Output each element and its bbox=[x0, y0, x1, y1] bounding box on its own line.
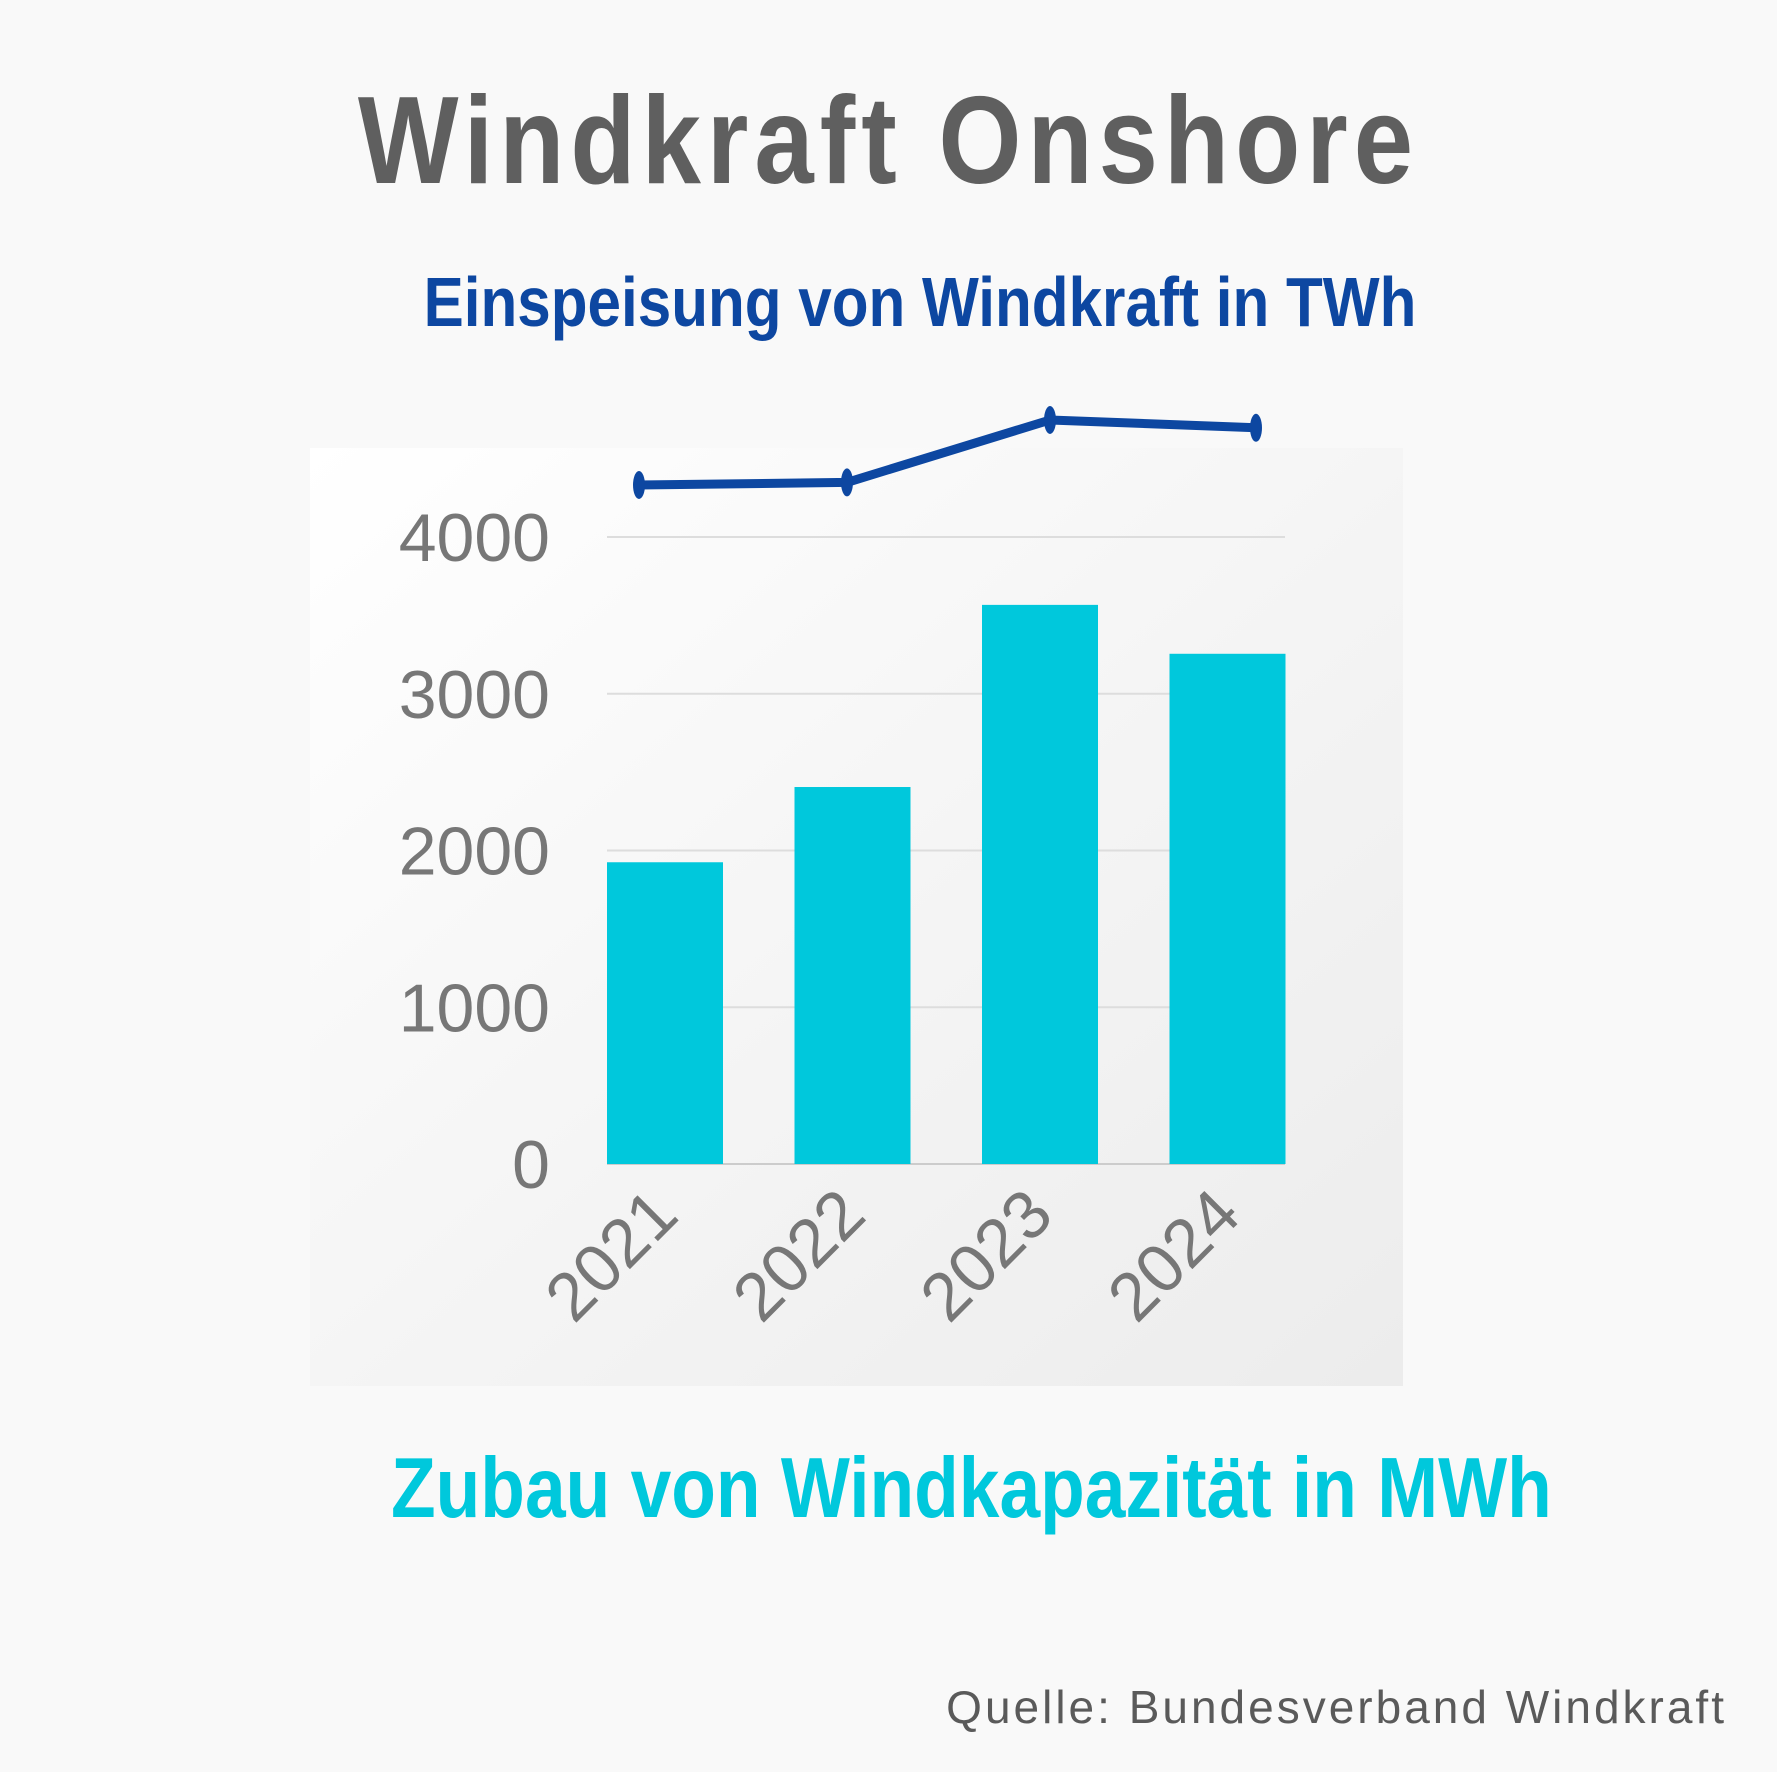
line-point-2023 bbox=[1044, 406, 1056, 434]
source-note: Quelle: Bundesverband Windkraft bbox=[946, 1681, 1727, 1733]
line-point-2024 bbox=[1250, 413, 1262, 442]
bar-2021 bbox=[607, 862, 723, 1164]
line-point-2022 bbox=[841, 468, 853, 497]
y-axis-ticks: 0 1000 2000 3000 4000 bbox=[399, 500, 550, 1203]
bar-series-label: Zubau von Windkapazität in MWh bbox=[391, 1441, 1552, 1536]
y-tick-label: 4000 bbox=[399, 500, 550, 576]
y-tick-label: 1000 bbox=[399, 970, 550, 1046]
line-series-label: Einspeisung von Windkraft in TWh bbox=[423, 263, 1417, 341]
bar-2023 bbox=[982, 604, 1098, 1164]
line-point-2021 bbox=[633, 471, 645, 499]
bar-2022 bbox=[794, 787, 911, 1164]
y-tick-label: 3000 bbox=[399, 657, 550, 733]
bar-2024 bbox=[1169, 653, 1286, 1164]
y-tick-label: 0 bbox=[512, 1127, 550, 1203]
bars bbox=[607, 604, 1286, 1164]
y-tick-label: 2000 bbox=[399, 814, 550, 890]
line-series bbox=[633, 406, 1262, 499]
line-series-path bbox=[634, 415, 1261, 490]
chart-title: Windkraft Onshore bbox=[357, 72, 1420, 210]
